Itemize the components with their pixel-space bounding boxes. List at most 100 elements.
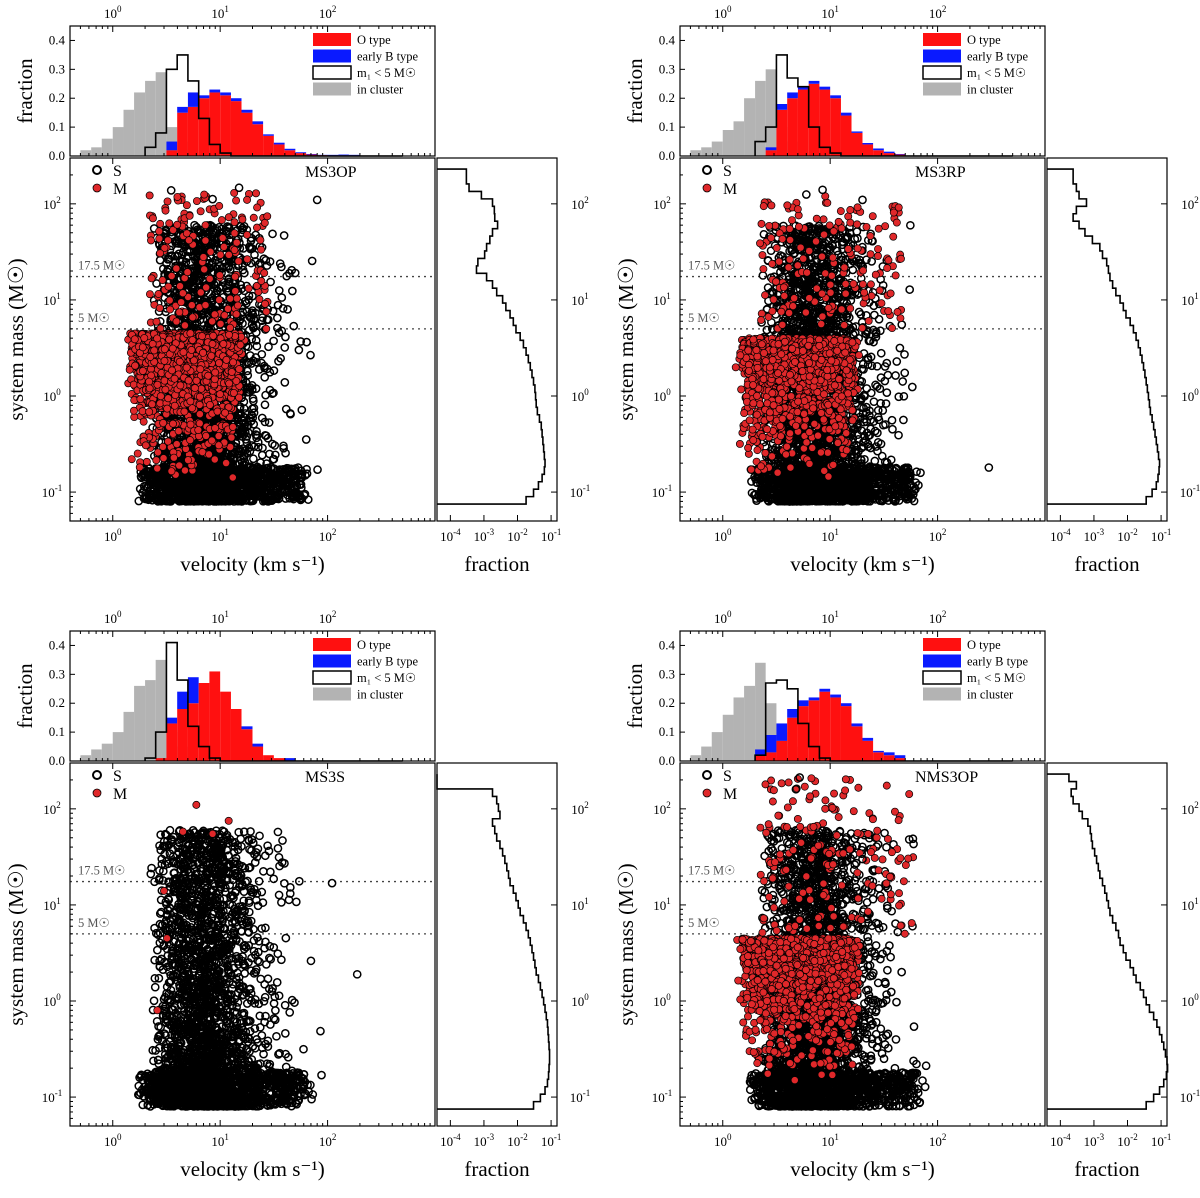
point-multiple <box>182 363 191 372</box>
point-multiple <box>222 355 231 364</box>
point-multiple <box>252 189 260 198</box>
point-single <box>242 366 252 376</box>
hist-ytick-label: 0.2 <box>49 90 65 105</box>
point-single <box>244 428 253 437</box>
point-single <box>261 390 270 400</box>
point-single <box>264 342 273 352</box>
point-multiple <box>205 450 213 459</box>
point-single <box>277 470 287 480</box>
point-multiple <box>168 344 177 353</box>
bar-o-type <box>187 106 199 156</box>
point-single <box>277 293 287 302</box>
point-single <box>163 255 173 264</box>
point-single <box>146 477 156 487</box>
point-single <box>252 357 261 367</box>
point-multiple <box>216 250 225 259</box>
point-multiple <box>165 219 174 228</box>
bar-early-b <box>220 92 231 96</box>
point-single <box>239 418 249 428</box>
point-single <box>181 257 191 267</box>
point-single <box>278 304 288 313</box>
point-single <box>268 454 278 464</box>
point-single <box>252 431 262 440</box>
point-multiple <box>232 294 241 303</box>
point-single <box>268 229 277 239</box>
point-single <box>239 404 249 413</box>
point-multiple <box>198 448 207 457</box>
point-multiple <box>231 287 240 296</box>
bar-early-b <box>166 141 178 151</box>
point-multiple <box>138 343 147 352</box>
bar-in-cluster <box>101 138 113 156</box>
bar-early-b <box>327 154 339 156</box>
point-multiple <box>204 371 213 380</box>
point-multiple <box>161 385 170 394</box>
point-single <box>260 496 270 505</box>
hist-ylabel: fraction <box>13 58 37 124</box>
point-single <box>176 489 185 499</box>
point-single <box>257 450 267 460</box>
bar-early-b <box>306 153 317 155</box>
point-single <box>273 313 282 323</box>
point-multiple <box>179 348 188 357</box>
point-multiple <box>146 353 155 361</box>
point-multiple <box>229 358 238 367</box>
point-multiple <box>195 400 204 409</box>
point-multiple <box>207 351 216 360</box>
point-single <box>134 496 144 506</box>
point-multiple <box>221 408 229 417</box>
point-multiple <box>150 346 159 355</box>
point-multiple <box>202 431 210 440</box>
point-single <box>277 262 286 272</box>
point-multiple <box>208 340 217 348</box>
point-multiple <box>138 366 147 375</box>
point-multiple <box>158 442 167 451</box>
point-single <box>215 478 225 488</box>
point-single <box>294 345 304 355</box>
point-multiple <box>235 393 243 402</box>
point-multiple <box>159 419 168 427</box>
point-multiple <box>235 365 244 374</box>
point-multiple <box>164 394 173 403</box>
point-single <box>186 492 196 501</box>
legend-label: m₁ < 5 M☉ <box>357 66 416 80</box>
point-multiple <box>196 207 205 216</box>
point-multiple <box>205 400 214 409</box>
point-multiple <box>224 403 233 412</box>
point-multiple <box>127 455 136 464</box>
point-single <box>189 274 199 284</box>
point-single <box>238 261 247 270</box>
point-single <box>276 354 286 363</box>
point-multiple <box>198 332 207 341</box>
point-single <box>238 265 248 275</box>
bar-early-b <box>187 92 199 107</box>
point-multiple <box>196 365 205 374</box>
tick-base: 10 <box>104 6 117 21</box>
point-multiple <box>243 230 251 239</box>
point-single <box>281 448 290 458</box>
point-multiple <box>230 218 239 227</box>
point-single <box>264 418 274 427</box>
point-single <box>307 256 317 266</box>
point-single <box>238 223 247 233</box>
hist-ytick-label: 0.1 <box>49 119 65 134</box>
point-single <box>147 495 157 505</box>
point-single <box>299 490 309 500</box>
point-multiple <box>228 473 237 482</box>
point-multiple <box>152 456 161 465</box>
point-multiple <box>261 299 270 308</box>
point-multiple <box>171 301 180 310</box>
point-single <box>156 496 166 506</box>
tick-label: 100 <box>104 4 122 21</box>
point-multiple <box>262 324 271 333</box>
point-single <box>212 492 222 502</box>
point-single <box>258 443 267 453</box>
point-single <box>245 242 254 251</box>
point-single <box>194 482 204 492</box>
point-single <box>139 485 149 495</box>
point-multiple <box>125 365 134 374</box>
point-multiple <box>138 407 147 416</box>
point-single <box>269 475 278 485</box>
point-single <box>262 261 272 270</box>
